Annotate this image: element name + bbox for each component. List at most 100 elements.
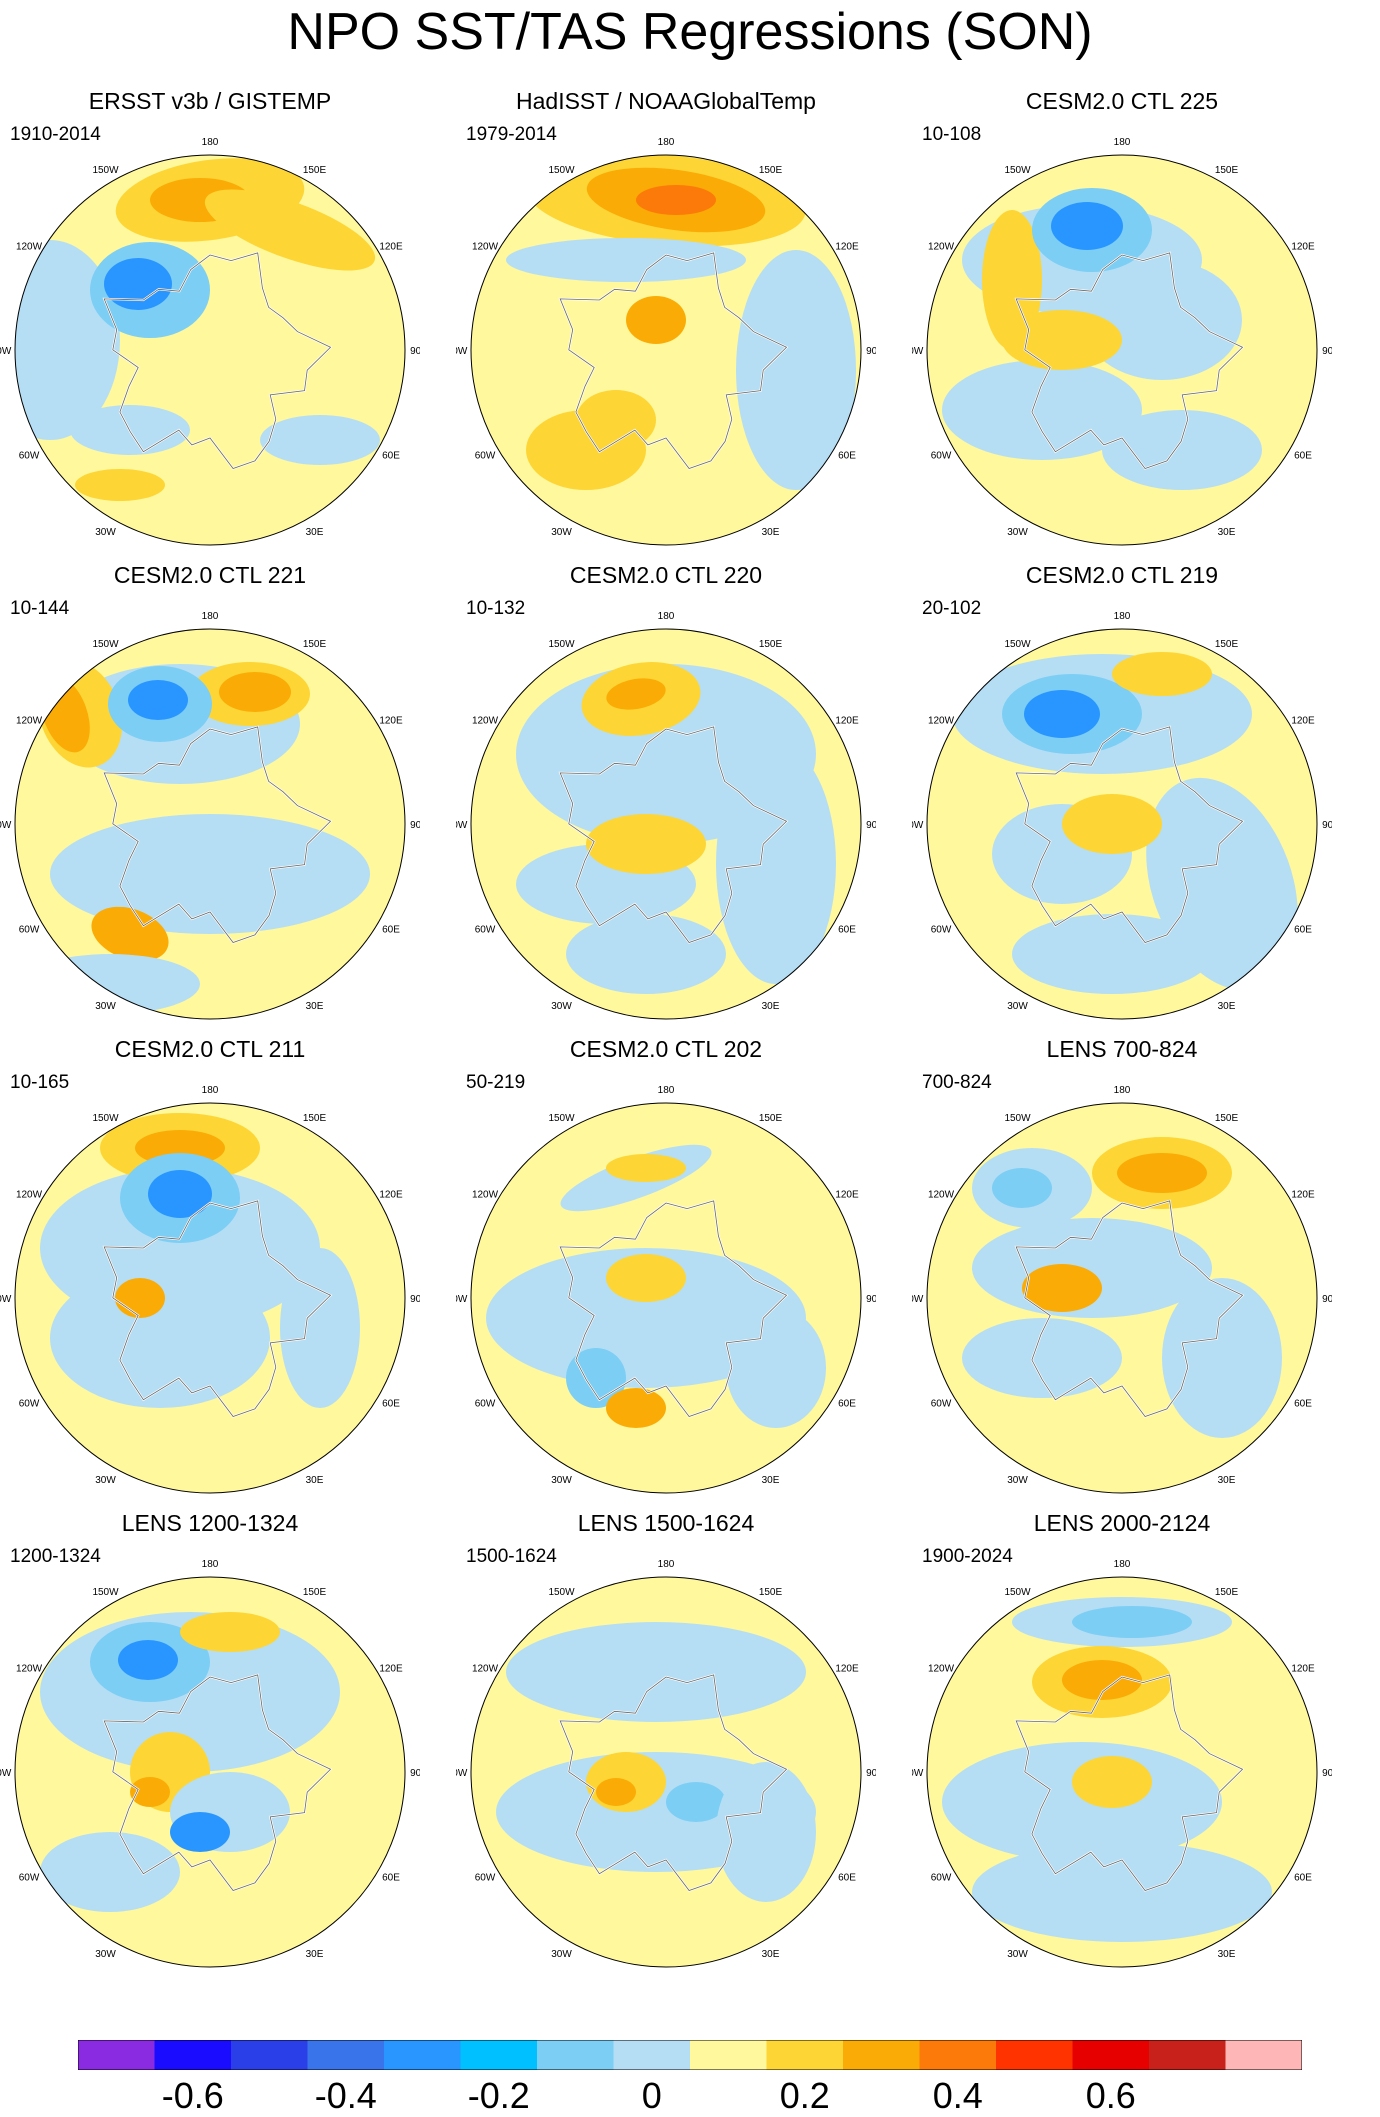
colorbar-labels: -0.6 -0.4 -0.2 0 0.2 0.4 0.6 <box>0 2075 1380 2116</box>
longitude-label: 90W <box>912 1294 924 1305</box>
longitude-label: 150E <box>303 1113 327 1124</box>
panel-period: 1900-2024 <box>922 1546 1013 1567</box>
anomaly-contour <box>118 1640 178 1680</box>
map-border <box>470 628 862 1020</box>
panel-period: 1500-1624 <box>466 1546 557 1567</box>
longitude-label: 30W <box>551 1949 572 1960</box>
longitude-label: 30E <box>1218 527 1236 538</box>
longitude-label: 150W <box>1004 1113 1031 1124</box>
longitude-label: 30W <box>551 527 572 538</box>
colorbar-segment <box>1225 2040 1302 2070</box>
longitude-label: 30W <box>1007 527 1028 538</box>
map-field <box>15 1577 405 1967</box>
longitude-label: 30E <box>1218 1949 1236 1960</box>
longitude-label: 90E <box>866 820 876 831</box>
longitude-label: 120W <box>472 716 499 727</box>
longitude-label: 90E <box>410 1768 420 1779</box>
coastline-outline-inner <box>1015 252 1244 469</box>
panel-period: 50-219 <box>466 1072 526 1093</box>
longitude-label: 150W <box>548 1587 575 1598</box>
longitude-label: 30W <box>1007 1475 1028 1486</box>
longitude-label: 120E <box>379 242 403 253</box>
longitude-label: 120W <box>928 1664 955 1675</box>
longitude-label: 90W <box>912 346 924 357</box>
anomaly-contour <box>1102 410 1262 490</box>
longitude-label: 30E <box>762 1475 780 1486</box>
longitude-label: 150W <box>1004 1587 1031 1598</box>
longitude-label: 60W <box>931 1399 952 1410</box>
coastline-outline-inner <box>103 252 332 469</box>
map-panel: 180150E120E90E60E30E030W60W90W120W150WCE… <box>0 562 420 1022</box>
anomaly-contour <box>506 238 746 282</box>
panel-title: CESM2.0 CTL 225 <box>1025 88 1219 114</box>
longitude-label: 30W <box>1007 1001 1028 1012</box>
panel-period: 10-144 <box>10 598 70 619</box>
longitude-label: 60W <box>19 925 40 936</box>
polar-map: 180150E120E90E60E30E030W60W90W120W150W <box>456 1085 876 1494</box>
longitude-label: 30E <box>1218 1475 1236 1486</box>
colorbar-segment <box>1072 2040 1150 2070</box>
longitude-label: 150W <box>548 165 575 176</box>
longitude-label: 90E <box>1322 820 1332 831</box>
map-border <box>470 1576 862 1968</box>
colorbar-tick-label: -0.4 <box>314 2075 377 2116</box>
longitude-label: 120W <box>472 1190 499 1201</box>
anomaly-contour <box>180 1612 280 1652</box>
longitude-label: 30W <box>95 1001 116 1012</box>
longitude-label: 180 <box>202 137 219 148</box>
colorbar-segment <box>78 2040 155 2070</box>
anomaly-contour <box>606 1388 666 1428</box>
anomaly-contour <box>1062 1660 1142 1700</box>
coastline-outline-inner <box>103 1200 332 1417</box>
anomaly-contour <box>626 296 686 344</box>
anomaly-contour <box>486 1248 806 1388</box>
panel-title: LENS 2000-2124 <box>1033 1510 1211 1536</box>
panel-title: CESM2.0 CTL 221 <box>113 562 307 588</box>
colorbar-segment <box>613 2040 691 2070</box>
anomaly-contour <box>130 1777 170 1807</box>
anomaly-contour <box>115 1278 165 1318</box>
longitude-label: 120E <box>379 716 403 727</box>
map-panel: 180150E120E90E60E30E030W60W90W120W150WCE… <box>456 1036 876 1496</box>
longitude-label: 120W <box>472 1664 499 1675</box>
longitude-label: 150W <box>548 1113 575 1124</box>
anomaly-contour <box>636 185 716 215</box>
longitude-label: 180 <box>202 611 219 622</box>
longitude-label: 90W <box>0 1768 12 1779</box>
anomaly-contour <box>1022 1264 1102 1312</box>
longitude-label: 120W <box>928 242 955 253</box>
longitude-label: 120W <box>472 242 499 253</box>
polar-map: 180150E120E90E60E30E030W60W90W120W150W <box>456 137 876 546</box>
anomaly-contour <box>1112 652 1212 696</box>
map-background <box>471 1577 861 1967</box>
anomaly-contour <box>148 1170 212 1218</box>
longitude-label: 60E <box>838 925 856 936</box>
longitude-label: 150W <box>1004 639 1031 650</box>
anomaly-contour <box>1002 310 1122 370</box>
anomaly-contour <box>280 1248 360 1408</box>
anomaly-contour <box>506 1622 806 1722</box>
panel-period: 700-824 <box>922 1072 992 1093</box>
longitude-label: 60E <box>382 925 400 936</box>
map-panel: 180150E120E90E60E30E030W60W90W120W150WCE… <box>0 1036 420 1496</box>
longitude-label: 150W <box>92 165 119 176</box>
longitude-label: 90E <box>1322 1768 1332 1779</box>
anomaly-contour <box>170 1812 230 1852</box>
longitude-label: 60W <box>19 1873 40 1884</box>
anomaly-contour <box>736 250 856 490</box>
coastline-outline-inner <box>559 1674 788 1891</box>
longitude-label: 180 <box>658 137 675 148</box>
longitude-label: 150E <box>759 639 783 650</box>
coastline-outline-inner <box>103 726 332 943</box>
longitude-label: 60W <box>475 451 496 462</box>
colorbar-segment <box>843 2040 920 2070</box>
coastline-outline-inner <box>559 1200 788 1417</box>
longitude-label: 120E <box>835 1190 859 1201</box>
anomaly-contour <box>91 906 169 962</box>
map-border <box>470 1102 862 1494</box>
colorbar-tick-label: 0.4 <box>932 2075 983 2116</box>
anomaly-contour <box>1072 1756 1152 1808</box>
anomaly-contour <box>104 258 172 310</box>
colorbar-segment <box>690 2040 767 2070</box>
